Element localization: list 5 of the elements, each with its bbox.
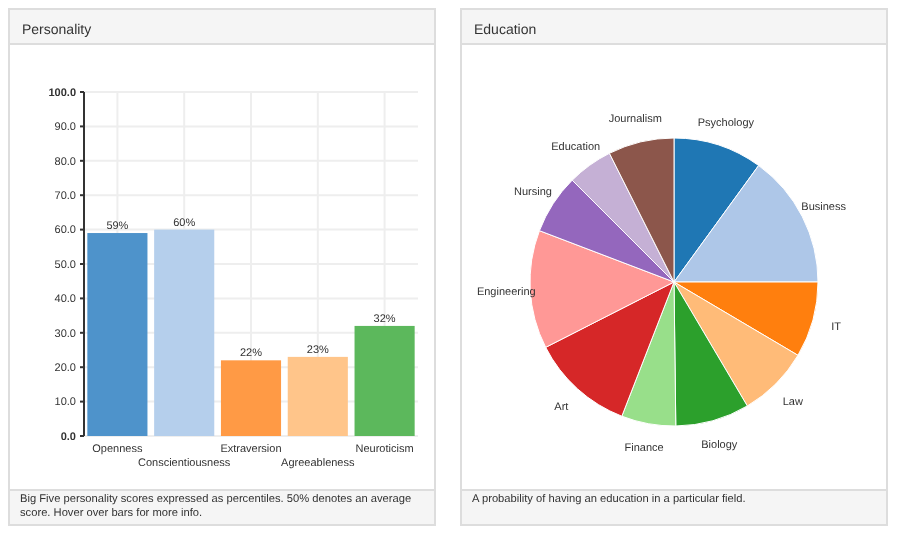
bar bbox=[87, 233, 148, 436]
bar bbox=[154, 229, 215, 436]
bar bbox=[220, 360, 282, 436]
bar bbox=[354, 325, 415, 436]
bar bbox=[287, 356, 348, 436]
